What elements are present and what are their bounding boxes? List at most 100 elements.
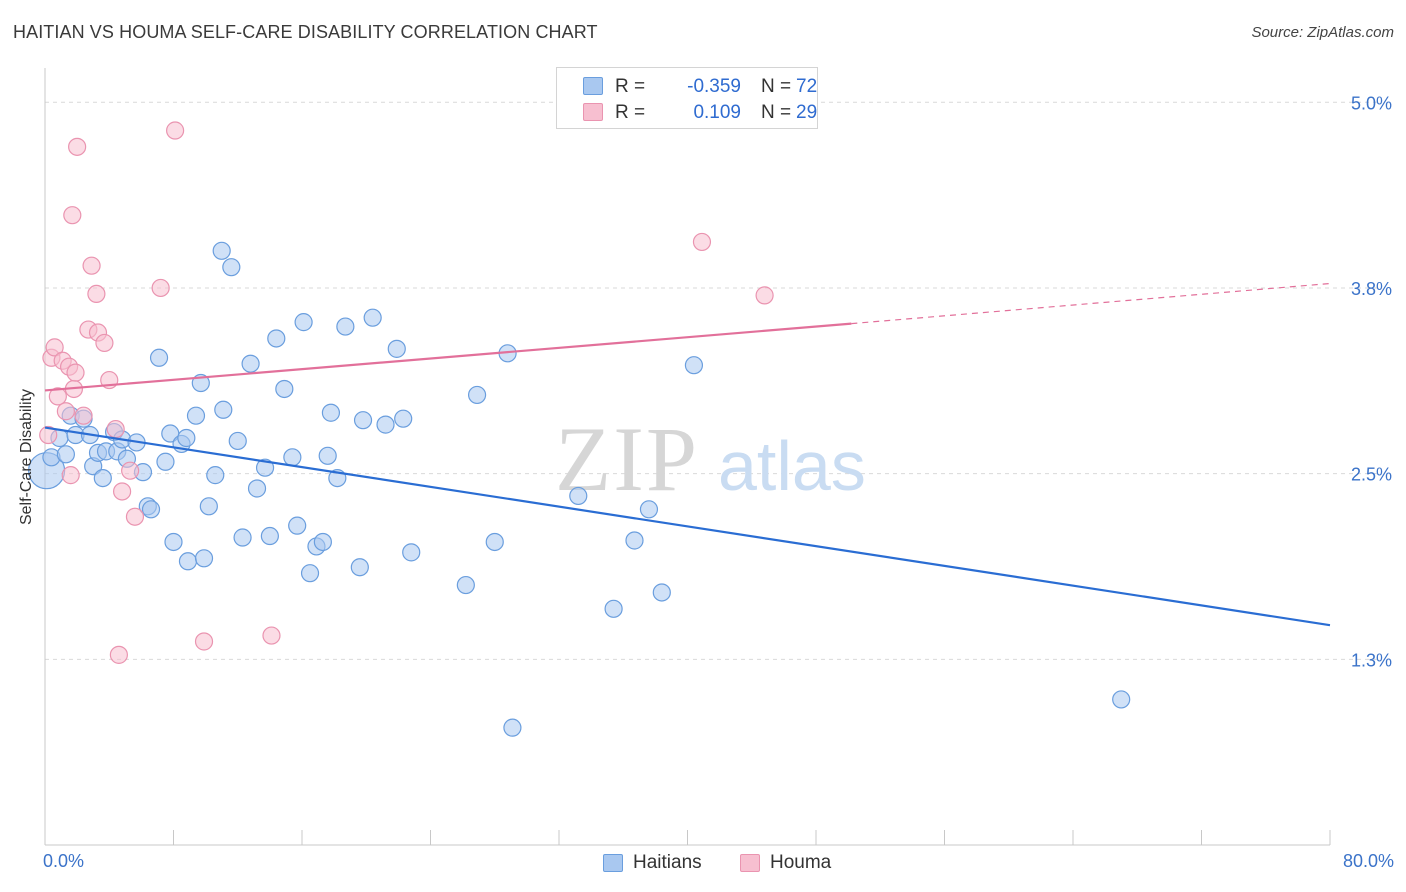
haitians-point	[288, 516, 307, 535]
houma-trend-extension	[851, 282, 1331, 325]
houma-point	[109, 645, 128, 664]
houma-point	[112, 482, 132, 501]
houma-swatch	[583, 103, 603, 121]
haitians-point	[336, 317, 355, 336]
houma-point	[39, 425, 58, 445]
r-value-haitians: -0.359	[687, 76, 741, 97]
haitians-point	[177, 428, 196, 448]
x-tick-label-min: 0.0%	[43, 851, 85, 871]
houma-point	[82, 256, 101, 275]
haitians-points	[28, 241, 1131, 737]
haitians-point	[178, 552, 198, 571]
haitians-point	[212, 241, 231, 260]
y-tick-label: 2.5%	[1351, 465, 1392, 485]
houma-point	[692, 232, 712, 252]
haitians-point	[233, 528, 252, 547]
haitians-point	[164, 532, 183, 552]
legend-haitians[interactable]: Haitians	[603, 852, 702, 874]
haitians-point	[267, 329, 286, 348]
haitians-point	[222, 258, 241, 277]
gridlines	[45, 101, 1380, 660]
houma-point	[166, 121, 185, 140]
haitians-point	[228, 431, 247, 451]
legend-houma[interactable]: Houma	[740, 852, 831, 874]
n-label: N =	[761, 76, 792, 97]
haitians-point	[260, 526, 279, 546]
haitians-point	[206, 466, 225, 485]
watermark-atlas: atlas	[718, 427, 866, 505]
haitians-trend-line	[44, 426, 1331, 627]
n-label: N =	[761, 102, 792, 123]
x-tick-label-max: 80.0%	[1342, 851, 1394, 871]
y-axis-label: Self-Care Disability	[18, 388, 35, 526]
houma-point	[151, 278, 170, 298]
haitians-point	[684, 356, 704, 375]
y-tick-label: 1.3%	[1351, 650, 1392, 670]
legend-haitians-swatch	[603, 854, 623, 872]
haitians-point	[503, 718, 522, 737]
houma-point	[48, 387, 67, 406]
haitians-point	[625, 531, 644, 550]
haitians-point	[156, 452, 175, 471]
haitians-point	[353, 411, 373, 430]
chart-title: HAITIAN VS HOUMA SELF-CARE DISABILITY CO…	[13, 22, 598, 42]
haitians-point	[387, 339, 406, 358]
houma-trend-line	[44, 322, 852, 392]
legend-haitians-label: Haitians	[633, 852, 702, 873]
haitians-point	[1112, 690, 1131, 709]
haitians-swatch	[583, 77, 603, 95]
y-tick-labels: 1.3% 2.5% 3.8% 5.0%	[1351, 93, 1392, 670]
n-value-houma: 29	[796, 102, 818, 123]
houma-point	[68, 137, 87, 156]
houma-point	[63, 206, 82, 225]
y-tick-label: 3.8%	[1351, 279, 1392, 299]
houma-point	[61, 466, 80, 485]
source-credit: Source: ZipAtlas.com	[1251, 24, 1394, 41]
legend-houma-swatch	[740, 854, 760, 872]
houma-point	[121, 461, 140, 480]
houma-point	[74, 406, 93, 425]
houma-point	[95, 333, 114, 353]
r-value-houma: 0.109	[693, 102, 741, 123]
haitians-point	[241, 354, 260, 373]
houma-points	[39, 121, 774, 664]
r-label: R =	[615, 76, 646, 97]
haitians-point	[376, 415, 395, 434]
houma-point	[56, 402, 75, 421]
stats-box: R = -0.359 N = 72 R = 0.109 N = 29	[556, 67, 818, 129]
houma-point	[125, 507, 145, 526]
haitians-point	[93, 468, 112, 488]
houma-point	[194, 632, 214, 651]
houma-point	[66, 363, 85, 382]
haitians-point	[569, 486, 588, 506]
haitians-point	[214, 400, 233, 419]
haitians-point	[363, 308, 382, 327]
houma-point	[755, 286, 774, 305]
trend-lines	[44, 282, 1331, 627]
haitians-point	[275, 379, 294, 399]
haitians-point	[321, 403, 341, 422]
haitians-point	[283, 448, 302, 467]
haitians-point	[604, 599, 623, 618]
haitians-point	[652, 583, 671, 602]
haitians-point	[194, 549, 214, 568]
watermark: ZIP atlas	[555, 408, 866, 510]
haitians-point	[318, 446, 337, 465]
houma-point	[45, 338, 64, 357]
houma-point	[87, 284, 106, 304]
haitians-point	[294, 313, 313, 332]
legend-houma-label: Houma	[770, 852, 832, 873]
haitians-point	[141, 500, 161, 519]
haitians-point	[313, 532, 332, 552]
haitians-point	[56, 445, 75, 464]
y-tick-label: 5.0%	[1351, 93, 1392, 113]
haitians-point	[149, 348, 169, 367]
n-value-haitians: 72	[796, 76, 818, 97]
haitians-point	[639, 500, 659, 519]
haitians-point	[394, 409, 413, 428]
haitians-point	[456, 575, 475, 595]
houma-point	[106, 419, 125, 439]
haitians-point	[485, 532, 504, 552]
r-label: R =	[615, 102, 646, 123]
